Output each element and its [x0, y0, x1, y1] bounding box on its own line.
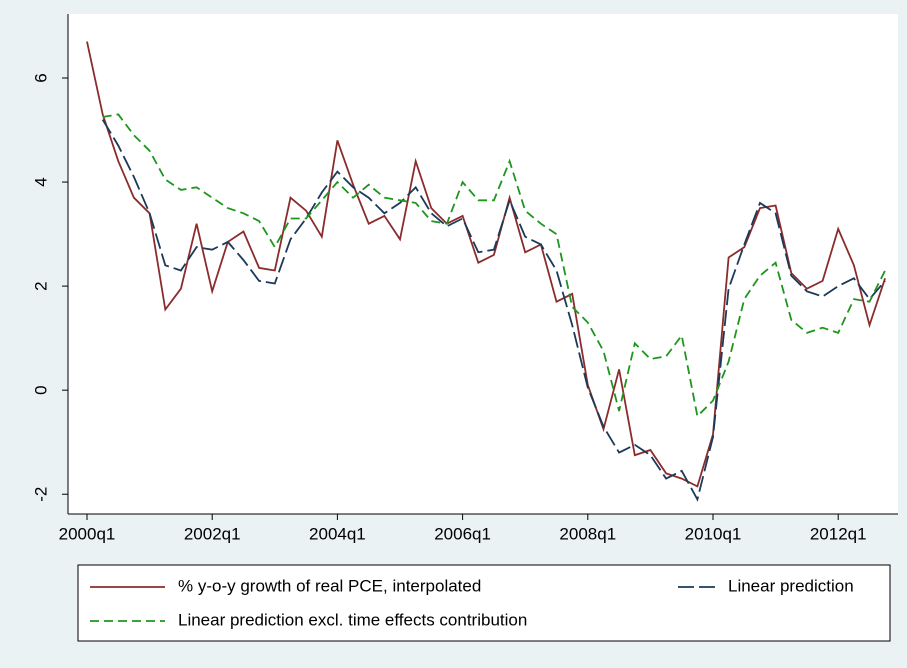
legend-label: Linear prediction — [728, 576, 854, 595]
x-tick-label: 2012q1 — [810, 524, 867, 543]
legend — [77, 564, 891, 642]
x-tick-label: 2004q1 — [309, 524, 366, 543]
x-tick-label: 2000q1 — [59, 524, 116, 543]
legend-label: Linear prediction excl. time effects con… — [178, 610, 527, 629]
y-tick-label: 2 — [31, 281, 50, 290]
series-line — [101, 119, 886, 502]
x-tick-label: 2006q1 — [434, 524, 491, 543]
legend-label: % y-o-y growth of real PCE, interpolated — [178, 576, 481, 595]
series-line — [102, 113, 886, 419]
y-tick-label: 4 — [31, 177, 50, 186]
y-tick-label: -2 — [31, 487, 50, 502]
x-tick-label: 2008q1 — [559, 524, 616, 543]
x-tick-label: 2002q1 — [184, 524, 241, 543]
series-line — [86, 41, 886, 488]
y-tick-label: 6 — [31, 73, 50, 82]
x-tick-label: 2010q1 — [685, 524, 742, 543]
y-tick-label: 0 — [31, 385, 50, 394]
